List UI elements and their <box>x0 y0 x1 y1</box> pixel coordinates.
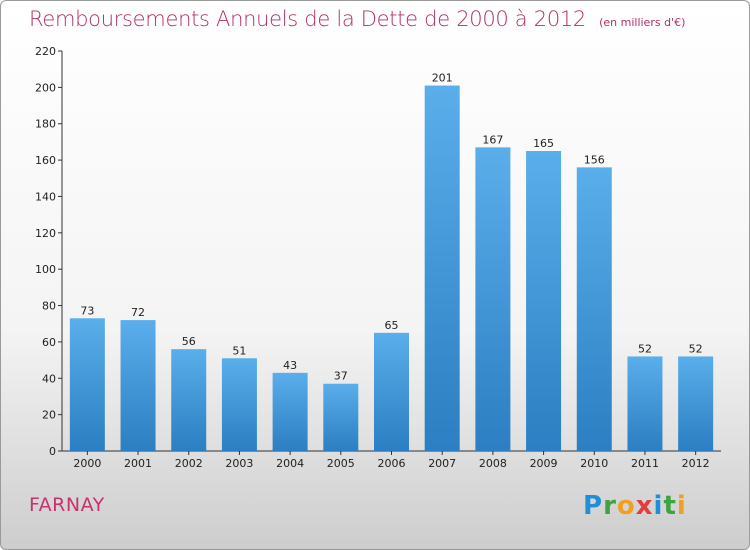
logo-letter: t <box>663 491 677 521</box>
bar-value-label: 37 <box>334 370 348 383</box>
x-tick-label: 2012 <box>682 457 710 470</box>
x-tick-label: 2010 <box>580 457 608 470</box>
bar-value-label: 72 <box>131 306 145 319</box>
bar-2010 <box>576 167 612 451</box>
bar-2002 <box>171 349 207 451</box>
bar-2011 <box>627 356 663 451</box>
y-tick-label: 180 <box>35 118 56 131</box>
bar-value-label: 201 <box>432 72 453 85</box>
x-tick-label: 2002 <box>175 457 203 470</box>
logo-letter: o <box>616 491 636 521</box>
bar-value-label: 65 <box>385 319 399 332</box>
chart-title-text: Remboursements Annuels de la Dette de 20… <box>29 7 586 31</box>
y-tick-label: 140 <box>35 190 56 203</box>
bar-2003 <box>221 358 257 451</box>
commune-name: FARNAY <box>29 494 105 516</box>
bar-value-label: 52 <box>689 342 703 355</box>
bar-value-label: 167 <box>482 133 503 146</box>
bar-2008 <box>475 147 511 451</box>
proxiti-logo[interactable]: Proxiti <box>583 491 687 521</box>
y-tick-label: 160 <box>35 154 56 167</box>
bar-2012 <box>678 356 714 451</box>
bar-value-label: 56 <box>182 335 196 348</box>
x-tick-label: 2009 <box>530 457 558 470</box>
x-tick-label: 2000 <box>73 457 101 470</box>
y-tick-label: 80 <box>42 300 56 313</box>
x-tick-label: 2004 <box>276 457 304 470</box>
bar-2000 <box>69 318 105 451</box>
bar-2009 <box>526 151 562 451</box>
logo-letter: i <box>676 491 687 521</box>
y-tick-label: 60 <box>42 336 56 349</box>
x-tick-label: 2005 <box>327 457 355 470</box>
y-tick-label: 0 <box>49 445 56 458</box>
y-tick-label: 120 <box>35 227 56 240</box>
x-tick-label: 2006 <box>378 457 406 470</box>
y-tick-label: 40 <box>42 372 56 385</box>
bar-2006 <box>374 332 409 451</box>
x-tick-label: 2008 <box>479 457 507 470</box>
bars <box>69 85 714 451</box>
bar-value-label: 156 <box>584 153 605 166</box>
y-tick-label: 20 <box>42 409 56 422</box>
bar-value-label: 73 <box>80 304 94 317</box>
logo-letter: P <box>583 491 604 521</box>
logo-letter: i <box>653 491 664 521</box>
chart-unit-text: (en milliers d'€) <box>599 16 686 29</box>
x-tick-label: 2001 <box>124 457 152 470</box>
logo-letter: r <box>603 491 617 521</box>
bar-2007 <box>424 85 460 451</box>
bar-2004 <box>272 372 308 451</box>
bar-2001 <box>120 320 156 451</box>
y-tick-label: 220 <box>35 45 56 58</box>
bar-labels: 73 72 56 51 43 37 65 201 167 165 156 52 52 <box>80 72 702 383</box>
axes: 0 20 40 60 80 100 120 140 160 180 200 220 2000 2001 20… <box>35 45 721 470</box>
x-tick-label: 2011 <box>631 457 659 470</box>
y-tick-label: 200 <box>35 81 56 94</box>
x-tick-label: 2007 <box>428 457 456 470</box>
y-tick-label: 100 <box>35 263 56 276</box>
chart-title: Remboursements Annuels de la Dette de 20… <box>29 7 685 31</box>
bar-value-label: 51 <box>232 344 246 357</box>
bar-value-label: 165 <box>533 137 554 150</box>
x-tick-label: 2003 <box>225 457 253 470</box>
logo-letter: x <box>635 491 654 521</box>
bar-value-label: 43 <box>283 359 297 372</box>
bar-value-label: 52 <box>638 342 652 355</box>
bar-2005 <box>323 383 359 451</box>
